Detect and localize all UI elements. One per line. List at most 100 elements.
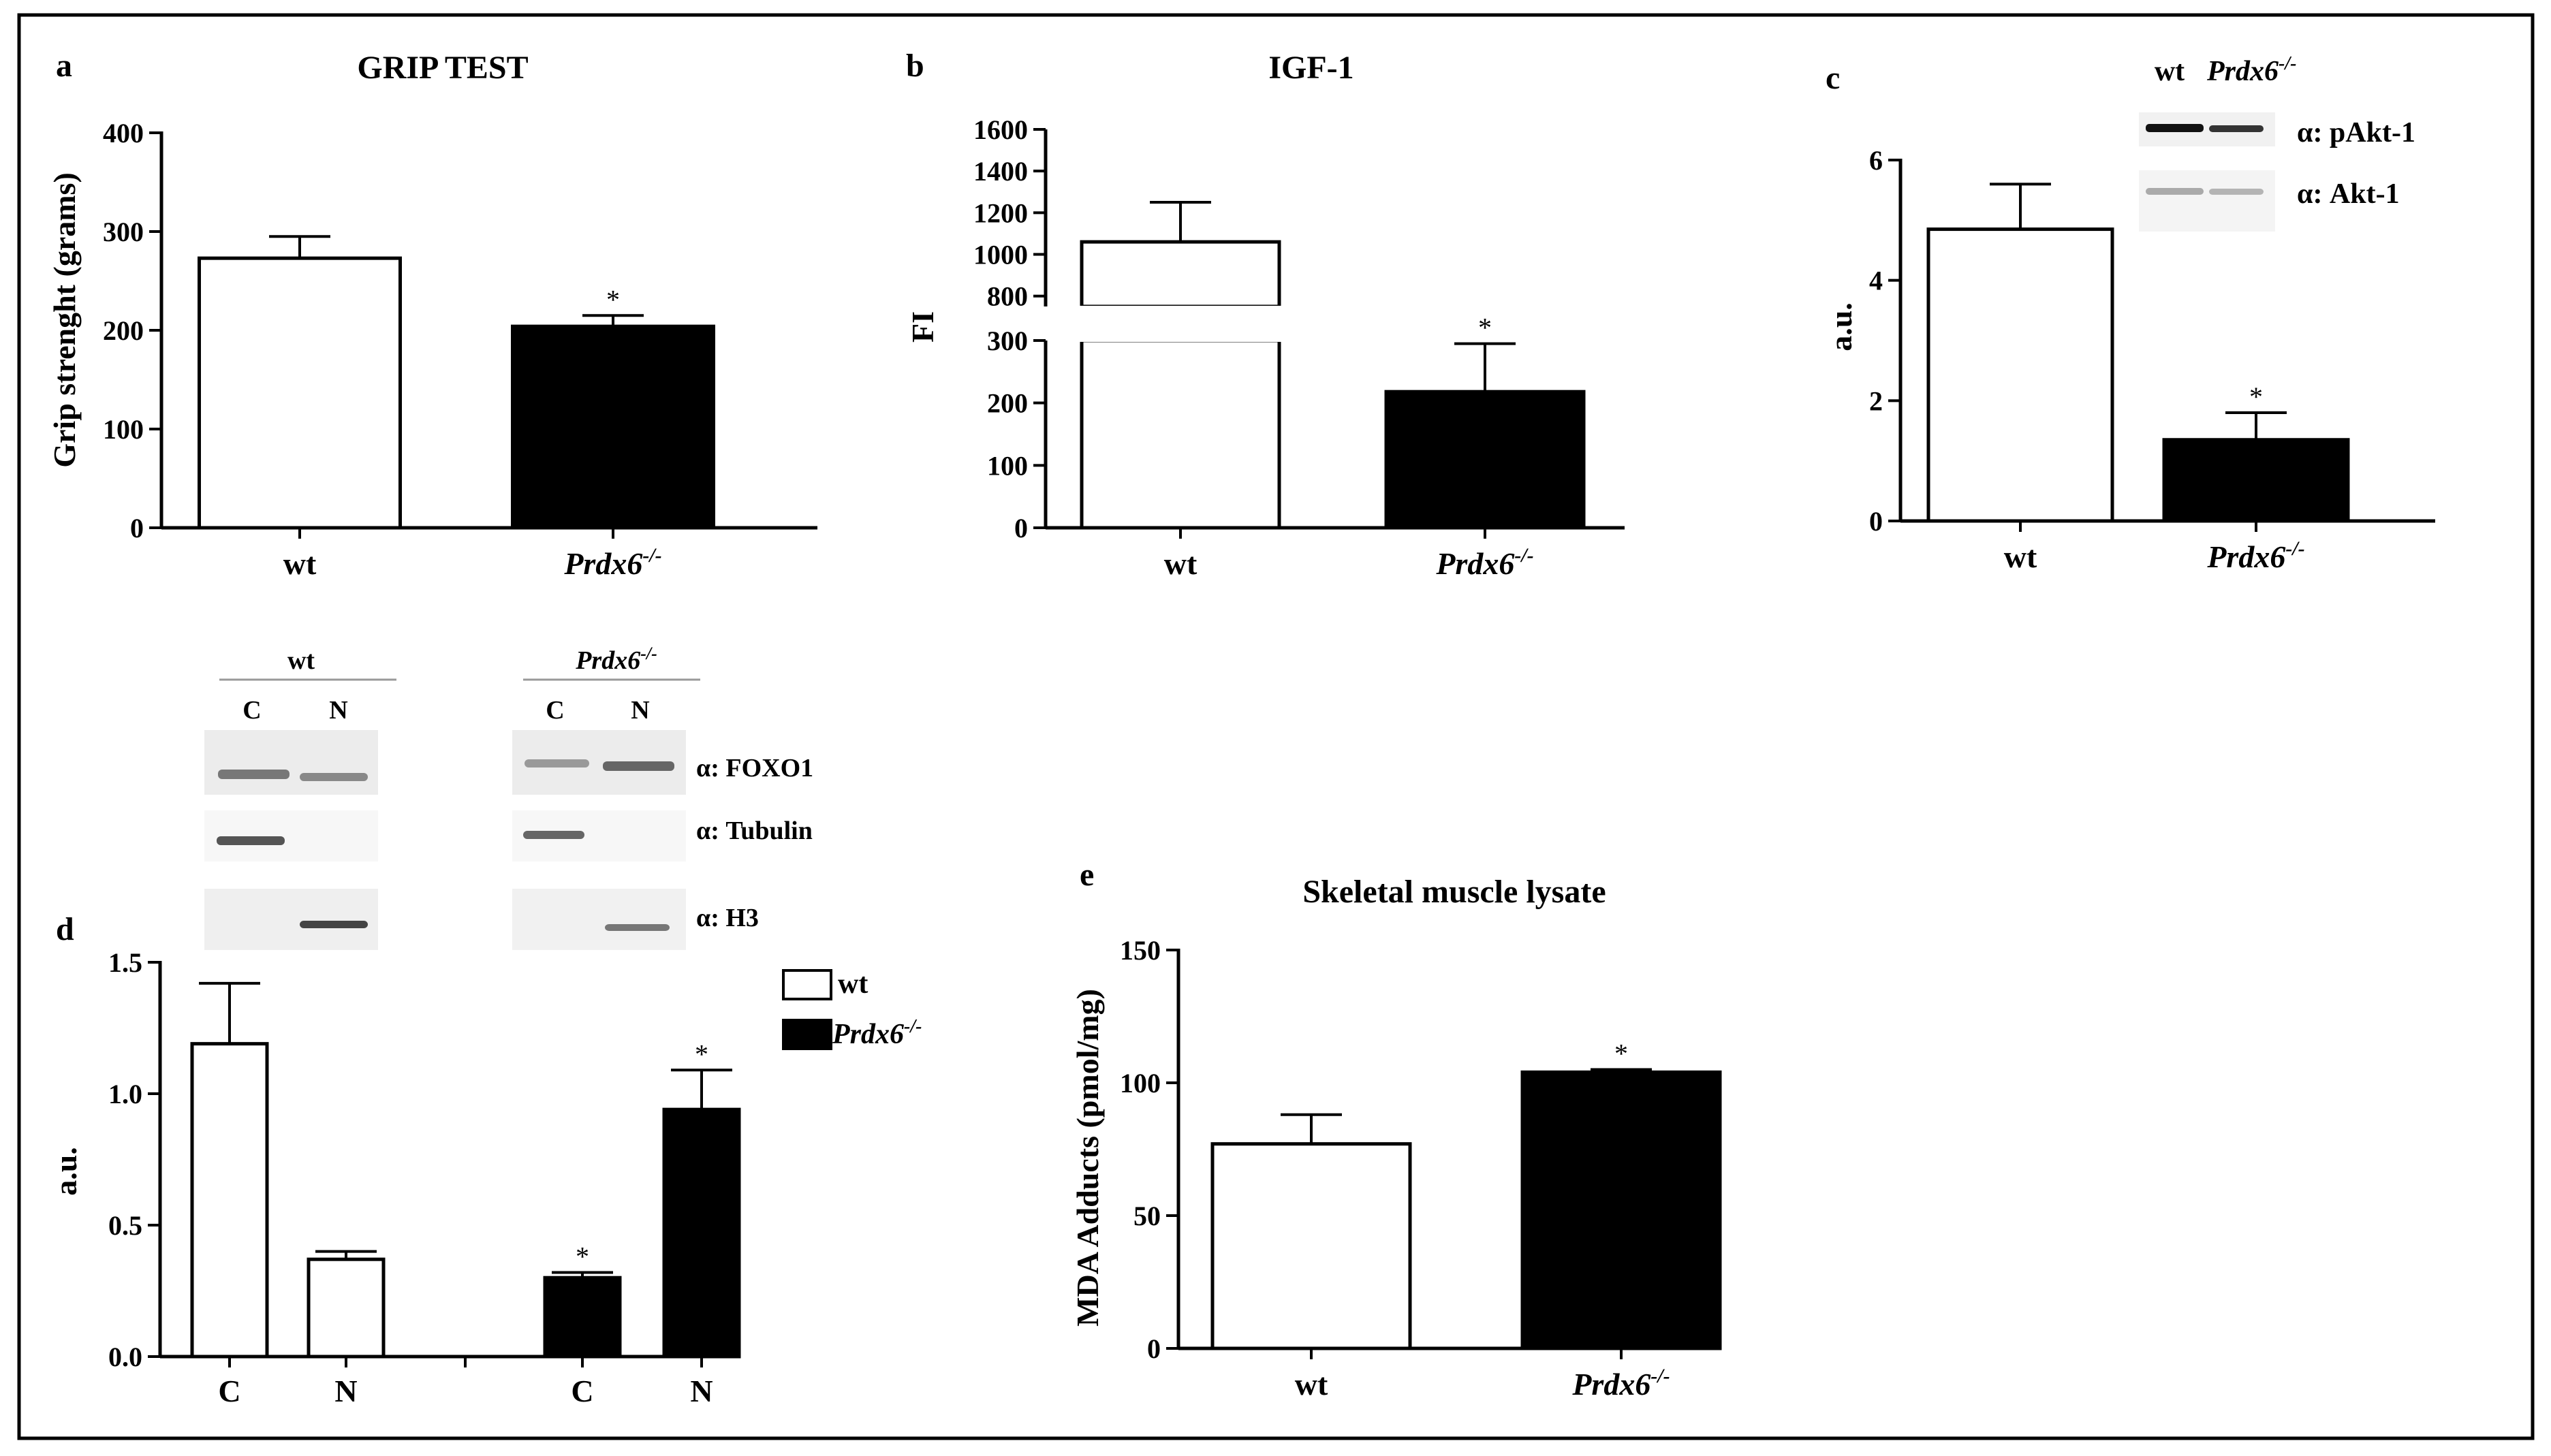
y-tick-label-upper-1-4: 1600 — [973, 114, 1028, 145]
blot-d-lane-c-wt: C — [242, 696, 261, 725]
chart-a-ylabel: Grip strenght (grams) — [47, 172, 82, 468]
bar-1-0-upper — [1080, 240, 1281, 308]
panel-a-letter: a — [56, 48, 72, 84]
panel-c-letter: c — [1826, 60, 1840, 96]
bar-3-2 — [543, 1276, 622, 1359]
panel-b-letter: b — [906, 48, 924, 84]
y-tick-label-3-0: 0.0 — [108, 1342, 142, 1372]
blot-c-band-akt-wt — [2146, 188, 2204, 195]
bar-1-1 — [1384, 390, 1586, 530]
chart-e-title: Skeletal muscle lysate — [1302, 874, 1606, 910]
y-tick-label-4-2: 100 — [1120, 1068, 1161, 1098]
significance-3-3: * — [695, 1039, 708, 1069]
x-tick-label-3-1: N — [334, 1374, 357, 1408]
bar-4-1 — [1520, 1070, 1722, 1350]
blot-d-band-foxo1-ko-n — [603, 761, 674, 771]
bar-4-0 — [1210, 1142, 1412, 1350]
x-tick-label-3-2: C — [571, 1374, 593, 1408]
blot-d: wt Prdx6-/- C N C N α: FOXO1 α: Tubulin … — [204, 644, 813, 950]
bar-3-3 — [662, 1107, 741, 1359]
blot-d-label-foxo1: α: FOXO1 — [696, 754, 813, 782]
chart-a-title: GRIP TEST — [357, 50, 528, 86]
blot-d-lane-n-ko: N — [631, 696, 649, 725]
blot-d-strip-foxo1-wt — [204, 730, 378, 795]
y-tick-label-0-4: 400 — [103, 118, 144, 148]
bar-2-0 — [1926, 227, 2114, 523]
y-tick-label-3-3: 1.5 — [108, 947, 142, 978]
y-tick-label-upper-1-2: 1200 — [973, 197, 1028, 228]
blot-c-band-akt-ko — [2209, 189, 2264, 195]
x-tick-label-3-3: N — [690, 1374, 713, 1408]
bar-2-1 — [2162, 438, 2350, 523]
y-tick-label-2-2: 4 — [1869, 266, 1883, 296]
blot-c-label-pakt: α: pAkt-1 — [2297, 117, 2415, 148]
significance-3-2: * — [576, 1241, 589, 1271]
bar-0-0 — [198, 256, 402, 530]
chart-d-ylabel: a.u. — [48, 1147, 83, 1196]
blot-d-lane-n-wt: N — [329, 696, 347, 725]
blot-d-label-tubulin: α: Tubulin — [696, 817, 813, 845]
y-tick-label-2-1: 2 — [1869, 385, 1883, 416]
y-tick-label-0-1: 100 — [103, 414, 144, 445]
chart-b-title: IGF-1 — [1268, 50, 1353, 86]
bar-3-1 — [307, 1257, 386, 1359]
bar-3-0 — [190, 1042, 269, 1359]
bar-1-0-lower — [1080, 338, 1281, 530]
blot-d-band-foxo1-ko-c — [525, 759, 589, 767]
x-tick-label-4-1: Prdx6-/- — [1571, 1365, 1670, 1402]
blot-d-strip-h3-wt — [204, 889, 378, 950]
y-tick-label-upper-1-1: 1000 — [973, 240, 1028, 270]
x-tick-label-2-1: Prdx6-/- — [2206, 537, 2304, 574]
significance-4-1: * — [1614, 1039, 1628, 1069]
blot-c-header-ko: Prdx6-/- — [2206, 53, 2296, 87]
legend-d-label-ko: Prdx6-/- — [832, 1016, 922, 1050]
x-tick-label-0-1: Prdx6-/- — [563, 544, 661, 581]
chart-d: 0.0 0.5 1.0 1.5 C N C N * * — [108, 947, 741, 1408]
blot-d-group-wt: wt — [287, 646, 315, 675]
blot-d-band-h3-ko-n — [605, 924, 670, 931]
y-tick-label-0-2: 200 — [103, 315, 144, 346]
y-tick-label-upper-1-0: 800 — [987, 281, 1028, 312]
significance-2-1: * — [2249, 381, 2263, 412]
chart-c: 0 2 4 6 wt Prdx6-/- * — [1869, 145, 2435, 574]
blot-c-header-wt: wt — [2155, 56, 2185, 87]
bar-0-1 — [511, 324, 715, 530]
y-tick-label-4-3: 150 — [1120, 935, 1161, 966]
axis-break-bar-top-1 — [1079, 338, 1282, 342]
panel-d-letter: d — [56, 911, 74, 947]
axis-break-gap-bar-1 — [1079, 306, 1282, 341]
legend-d-swatch-ko — [782, 1019, 832, 1050]
y-tick-label-4-1: 50 — [1133, 1201, 1161, 1231]
legend-d: wt Prdx6-/- — [782, 968, 922, 1050]
chart-b-ylabel: FI — [905, 311, 940, 343]
x-tick-label-1-0: wt — [1164, 546, 1198, 581]
legend-d-swatch-wt — [782, 969, 832, 1000]
blot-d-band-foxo1-wt-n — [300, 773, 368, 781]
legend-d-label-wt: wt — [838, 968, 868, 1000]
chart-a: 0 100 200 300 400 wt Prdx6-/- * — [103, 118, 817, 581]
blot-d-band-h3-wt-n — [300, 921, 368, 928]
blot-c-band-pakt-ko — [2209, 125, 2264, 132]
y-tick-label-4-0: 0 — [1147, 1333, 1161, 1364]
blot-c-band-pakt-wt — [2146, 124, 2204, 132]
blot-d-strip-h3-ko — [512, 889, 686, 950]
blot-d-label-h3: α: H3 — [696, 904, 759, 932]
y-tick-label-2-0: 0 — [1869, 506, 1883, 537]
y-tick-label-0-0: 0 — [130, 513, 144, 543]
chart-c-ylabel: a.u. — [1824, 302, 1858, 351]
chart-e: 0 50 100 150 wt Prdx6-/- * — [1120, 935, 1722, 1402]
blot-d-group-ko: Prdx6-/- — [575, 644, 657, 675]
significance-0-1: * — [606, 284, 620, 315]
x-tick-label-2-0: wt — [2004, 539, 2037, 574]
panel-e-letter: e — [1080, 857, 1094, 893]
significance-1-1: * — [1478, 313, 1492, 343]
x-tick-label-3-0: C — [218, 1374, 240, 1408]
y-tick-label-upper-1-3: 1400 — [973, 156, 1028, 187]
chart-e-ylabel: MDA Adducts (pmol/mg) — [1070, 989, 1105, 1327]
blot-c: wt Prdx6-/- α: pAkt-1 α: Akt-1 — [2139, 53, 2415, 232]
y-tick-label-lower-1-1: 100 — [987, 450, 1028, 481]
blot-d-band-foxo1-wt-c — [218, 770, 289, 779]
blot-c-strip-akt — [2139, 170, 2275, 232]
blot-d-strip-tubulin-wt — [204, 810, 378, 861]
